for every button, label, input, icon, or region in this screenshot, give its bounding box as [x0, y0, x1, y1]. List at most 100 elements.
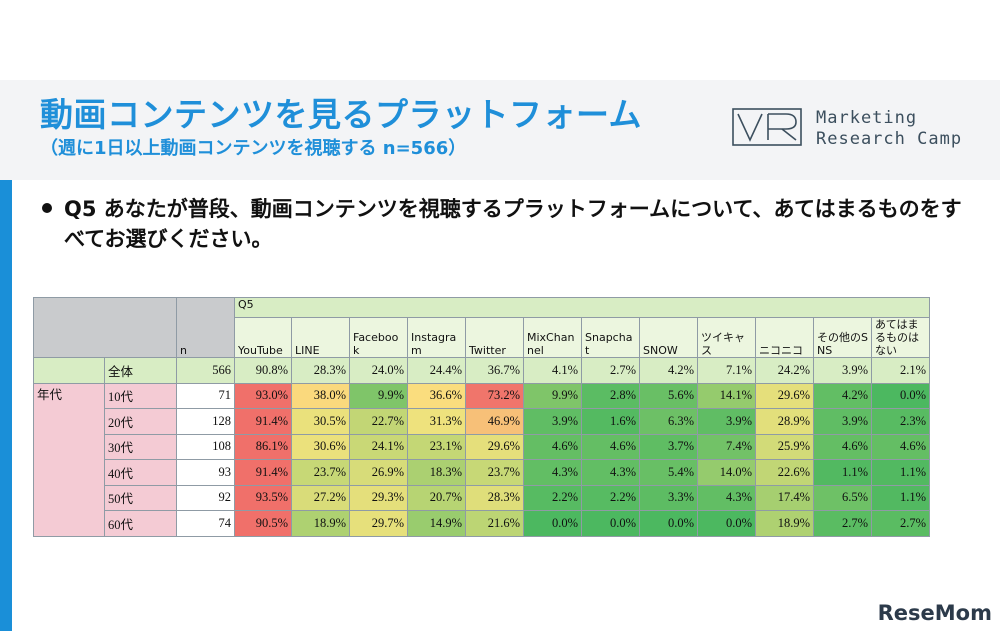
value-cell: 17.4% — [755, 484, 814, 511]
total-label: 全体 — [104, 357, 177, 384]
value-cell: 93.5% — [234, 484, 292, 511]
value-cell: 22.7% — [349, 408, 408, 435]
value-cell: 31.3% — [407, 408, 466, 435]
value-cell: 22.6% — [755, 459, 814, 486]
header-group-row: n Q5 — [33, 297, 930, 358]
question-text: Q5 あなたが普段、動画コンテンツを視聴するプラットフォームについて、あてはまる… — [64, 197, 962, 251]
row-label: 20代 — [104, 408, 177, 435]
header-row: YouTube LINE Facebook Instagram Twitter MixCh… — [34, 317, 930, 358]
value-cell: 2.3% — [871, 408, 930, 435]
row-n: 108 — [176, 433, 235, 460]
value-cell: 3.9% — [813, 408, 872, 435]
value-cell: 24.1% — [349, 433, 408, 460]
value-cell: 26.9% — [349, 459, 408, 486]
value-cell: 3.9% — [697, 408, 756, 435]
total-value: 28.3% — [291, 357, 350, 384]
slide-subtitle: （週に1日以上動画コンテンツを視聴する n=566） — [40, 138, 467, 159]
value-cell: 1.1% — [871, 484, 930, 511]
total-n: 566 — [176, 357, 235, 384]
column-header: Instagram — [407, 317, 466, 358]
value-cell: 2.8% — [581, 382, 640, 409]
value-cell: 1.1% — [813, 459, 872, 486]
mrc-logo-icon — [732, 108, 802, 146]
value-cell: 25.9% — [755, 433, 814, 460]
results-table: n Q5 YouTube LINE Facebook Instagram Twitter Mi… — [33, 297, 930, 537]
total-row: 全体 566 90.8% 28.3% 24.0% 24.4% 36.7% 4.1% 2.7% 4.… — [33, 357, 930, 384]
logo-line-2: Research Camp — [816, 129, 963, 149]
value-cell: 36.6% — [407, 382, 466, 409]
value-cell: 73.2% — [465, 382, 524, 409]
total-value: 36.7% — [465, 357, 524, 384]
value-cell: 0.0% — [639, 510, 698, 537]
table-row: 20代 128 91.4% 30.5% 22.7% 31.3% 46.9% 3.9% 1.6% 6… — [34, 408, 930, 435]
value-cell: 21.6% — [465, 510, 524, 537]
value-cell: 30.5% — [291, 408, 350, 435]
value-cell: 18.9% — [755, 510, 814, 537]
column-header: YouTube — [234, 317, 292, 358]
row-n: 71 — [176, 382, 235, 409]
value-cell: 23.1% — [407, 433, 466, 460]
value-cell: 23.7% — [465, 459, 524, 486]
value-cell: 0.0% — [581, 510, 640, 537]
row-label: 10代 — [104, 382, 177, 409]
value-cell: 6.3% — [639, 408, 698, 435]
value-cell: 4.3% — [697, 484, 756, 511]
value-cell: 14.0% — [697, 459, 756, 486]
value-cell: 29.3% — [349, 484, 408, 511]
value-cell: 4.6% — [581, 433, 640, 460]
column-header: Facebook — [349, 317, 408, 358]
corner-cell — [33, 297, 177, 358]
total-value: 24.4% — [407, 357, 466, 384]
column-header: その他のSNS — [813, 317, 872, 358]
table-row: 60代 74 90.5% 18.9% 29.7% 14.9% 21.6% 0.0% 0.0% 0.… — [34, 510, 930, 537]
value-cell: 4.6% — [813, 433, 872, 460]
value-cell: 46.9% — [465, 408, 524, 435]
row-label: 30代 — [104, 433, 177, 460]
value-cell: 6.5% — [813, 484, 872, 511]
value-cell: 28.3% — [465, 484, 524, 511]
value-cell: 4.6% — [871, 433, 930, 460]
value-cell: 2.7% — [813, 510, 872, 537]
row-label: 60代 — [104, 510, 177, 537]
value-cell: 20.7% — [407, 484, 466, 511]
row-n: 128 — [176, 408, 235, 435]
table-row: 30代 108 86.1% 30.6% 24.1% 23.1% 29.6% 4.6% 4.6% 3… — [34, 433, 930, 460]
total-value: 2.1% — [871, 357, 930, 384]
value-cell: 2.7% — [871, 510, 930, 537]
total-value: 24.2% — [755, 357, 814, 384]
value-cell: 18.3% — [407, 459, 466, 486]
column-header: SNOW — [639, 317, 698, 358]
total-value: 7.1% — [697, 357, 756, 384]
row-label: 50代 — [104, 484, 177, 511]
value-cell: 4.3% — [523, 459, 582, 486]
column-header: あてはまるものはない — [871, 317, 930, 358]
total-value: 90.8% — [234, 357, 292, 384]
value-cell: 0.0% — [523, 510, 582, 537]
total-value: 3.9% — [813, 357, 872, 384]
value-cell: 4.6% — [523, 433, 582, 460]
value-cell: 30.6% — [291, 433, 350, 460]
slide-header — [0, 80, 1000, 180]
value-cell: 27.2% — [291, 484, 350, 511]
value-cell: 1.6% — [581, 408, 640, 435]
value-cell: 0.0% — [697, 510, 756, 537]
mrc-logo-text: Marketing Research Camp — [816, 108, 962, 150]
slide-accent-bar — [0, 80, 12, 631]
value-cell: 14.9% — [407, 510, 466, 537]
row-n: 92 — [176, 484, 235, 511]
column-header: ツイキャス — [697, 317, 756, 358]
value-cell: 91.4% — [234, 459, 292, 486]
value-cell: 4.3% — [581, 459, 640, 486]
column-header: ニコニコ — [755, 317, 814, 358]
value-cell: 90.5% — [234, 510, 292, 537]
value-cell: 7.4% — [697, 433, 756, 460]
row-n: 93 — [176, 459, 235, 486]
table-row: 50代 92 93.5% 27.2% 29.3% 20.7% 28.3% 2.2% 2.2% 3.… — [34, 484, 930, 511]
group-label-q5: Q5 — [234, 297, 930, 318]
value-cell: 0.0% — [871, 382, 930, 409]
row-n: 74 — [176, 510, 235, 537]
value-cell: 5.4% — [639, 459, 698, 486]
value-cell: 86.1% — [234, 433, 292, 460]
total-value: 2.7% — [581, 357, 640, 384]
value-cell: 5.6% — [639, 382, 698, 409]
